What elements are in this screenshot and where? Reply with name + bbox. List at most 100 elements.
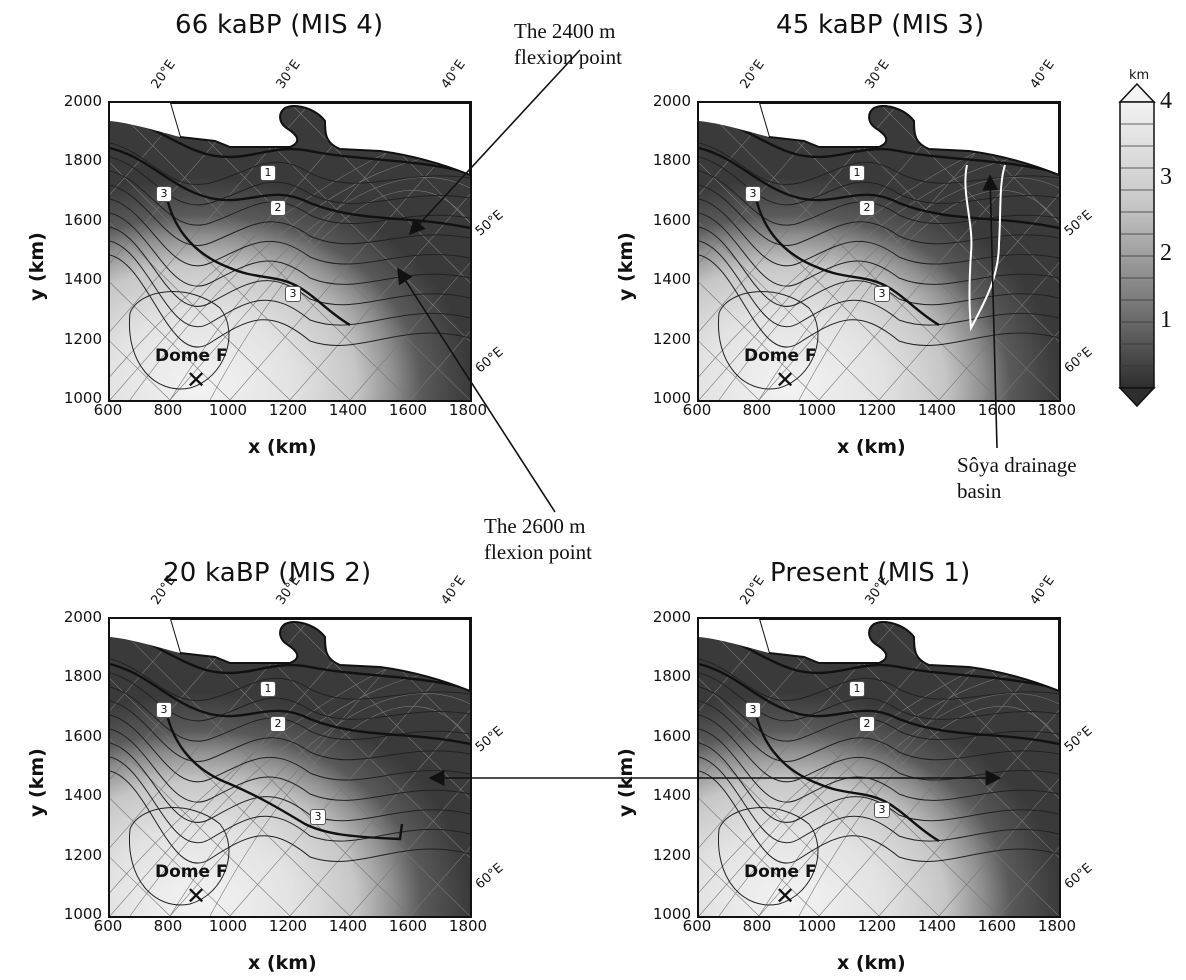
- y-tick-label: 1000: [63, 389, 102, 407]
- longitude-label: 60°E: [472, 344, 507, 377]
- site-label: Dome F: [744, 346, 817, 366]
- contour-label: 1: [260, 165, 276, 181]
- site-marker-icon: ✕: [186, 366, 207, 394]
- panel-title: Present (MIS 1): [770, 558, 971, 588]
- x-tick-label: 1400: [917, 401, 957, 419]
- colorbar-tick: 1: [1160, 307, 1172, 333]
- x-tick-label: 1600: [977, 401, 1017, 419]
- longitude-label: 60°E: [1061, 860, 1096, 893]
- x-tick-label: 1400: [917, 917, 957, 935]
- x-tick-label: 1800: [1037, 917, 1077, 935]
- x-tick-label: 1200: [268, 401, 308, 419]
- y-tick-label: 1200: [652, 845, 691, 864]
- y-tick-label: 1800: [652, 667, 691, 686]
- contour-label: 3: [285, 286, 301, 302]
- longitude-label: 50°E: [1061, 207, 1096, 240]
- longitude-label: 20°E: [737, 57, 768, 92]
- y-tick-label: 1400: [652, 786, 691, 805]
- y-tick-label: 1600: [63, 210, 102, 229]
- ocean-area: [110, 619, 180, 653]
- contour-label: 2: [859, 716, 875, 732]
- contour-label: 2: [270, 200, 286, 216]
- site-label: Dome F: [155, 346, 228, 366]
- x-tick-label: 600: [93, 401, 123, 419]
- x-tick-label: 1200: [857, 401, 897, 419]
- x-tick-label: 1200: [857, 917, 897, 935]
- panel-title: 20 kaBP (MIS 2): [163, 558, 372, 588]
- annotation-soya-basin: Sôya drainage basin: [957, 453, 1077, 503]
- contour-label: 2: [270, 716, 286, 732]
- longitude-label: 50°E: [472, 207, 507, 240]
- panel-title: 66 kaBP (MIS 4): [175, 10, 384, 40]
- x-tick-label: 600: [93, 917, 123, 935]
- x-tick-label: 600: [682, 401, 712, 419]
- minor-contours: [699, 142, 1059, 390]
- ocean-area: [699, 103, 769, 137]
- x-tick-label: 1600: [388, 917, 428, 935]
- site-label: Dome F: [155, 862, 228, 882]
- map-plot: 1 2 3 3 Dome F ✕: [108, 101, 472, 402]
- contour-label: 3: [310, 809, 326, 825]
- y-tick-label: 1000: [652, 905, 691, 923]
- y-tick-label: 1000: [63, 905, 102, 923]
- major-contours: [110, 111, 470, 327]
- ocean-area: [168, 619, 470, 693]
- x-tick-label: 1000: [208, 401, 248, 419]
- y-tick-label: 1200: [652, 329, 691, 348]
- map-plot: 1 2 3 3 Dome F ✕: [697, 617, 1061, 918]
- y-tick-label: 1400: [63, 786, 102, 805]
- contour-label: 3: [745, 186, 761, 202]
- contour-label: 1: [849, 165, 865, 181]
- site-marker-icon: ✕: [775, 366, 796, 394]
- longitude-label: 50°E: [1061, 723, 1096, 756]
- ocean-area: [168, 103, 470, 177]
- longitude-label: 30°E: [862, 57, 893, 92]
- colorbar-tick: 2: [1160, 240, 1172, 266]
- contour-label: 3: [156, 186, 172, 202]
- site-marker-icon: ✕: [775, 882, 796, 910]
- y-axis-label: y (km): [26, 748, 48, 817]
- contour-layer: [699, 103, 1059, 400]
- x-tick-label: 800: [153, 917, 183, 935]
- x-tick-label: 1800: [1037, 401, 1077, 419]
- y-tick-label: 1800: [63, 151, 102, 170]
- annotation-2400m: The 2400 m flexion point: [514, 19, 622, 69]
- panel-title: 45 kaBP (MIS 3): [776, 10, 985, 40]
- site-marker-icon: ✕: [186, 882, 207, 910]
- y-tick-label: 1600: [652, 726, 691, 745]
- map-plot: 1 2 3 3 Dome F ✕: [697, 101, 1061, 402]
- x-tick-label: 1000: [797, 401, 837, 419]
- y-axis-label: y (km): [615, 748, 637, 817]
- longitude-label: 40°E: [438, 573, 469, 608]
- y-tick-label: 1800: [652, 151, 691, 170]
- site-label: Dome F: [744, 862, 817, 882]
- ocean-area: [757, 103, 1059, 177]
- colorbar-tick: 3: [1160, 164, 1172, 190]
- x-tick-label: 1800: [448, 917, 488, 935]
- y-axis-label: y (km): [615, 232, 637, 301]
- longitude-label: 60°E: [472, 860, 507, 893]
- x-axis-label: x (km): [248, 436, 317, 458]
- major-contours: [110, 627, 470, 841]
- y-tick-label: 1200: [63, 845, 102, 864]
- x-tick-label: 1400: [328, 917, 368, 935]
- y-tick-label: 1800: [63, 667, 102, 686]
- ocean-area: [757, 619, 1059, 693]
- y-tick-label: 2000: [652, 92, 691, 110]
- y-tick-label: 1400: [652, 270, 691, 289]
- x-tick-label: 800: [742, 917, 772, 935]
- major-contours: [699, 111, 1059, 327]
- y-tick-label: 2000: [652, 608, 691, 626]
- x-tick-label: 800: [742, 401, 772, 419]
- contour-layer: [110, 619, 470, 916]
- contour-label: 2: [859, 200, 875, 216]
- ocean-area: [110, 103, 180, 137]
- x-tick-label: 1000: [208, 917, 248, 935]
- colorbar-scale: [1118, 82, 1156, 408]
- x-axis-label: x (km): [837, 436, 906, 458]
- ocean-area: [699, 619, 769, 653]
- x-tick-label: 1600: [977, 917, 1017, 935]
- contour-label: 1: [849, 681, 865, 697]
- y-tick-label: 1600: [63, 726, 102, 745]
- contour-label: 3: [745, 702, 761, 718]
